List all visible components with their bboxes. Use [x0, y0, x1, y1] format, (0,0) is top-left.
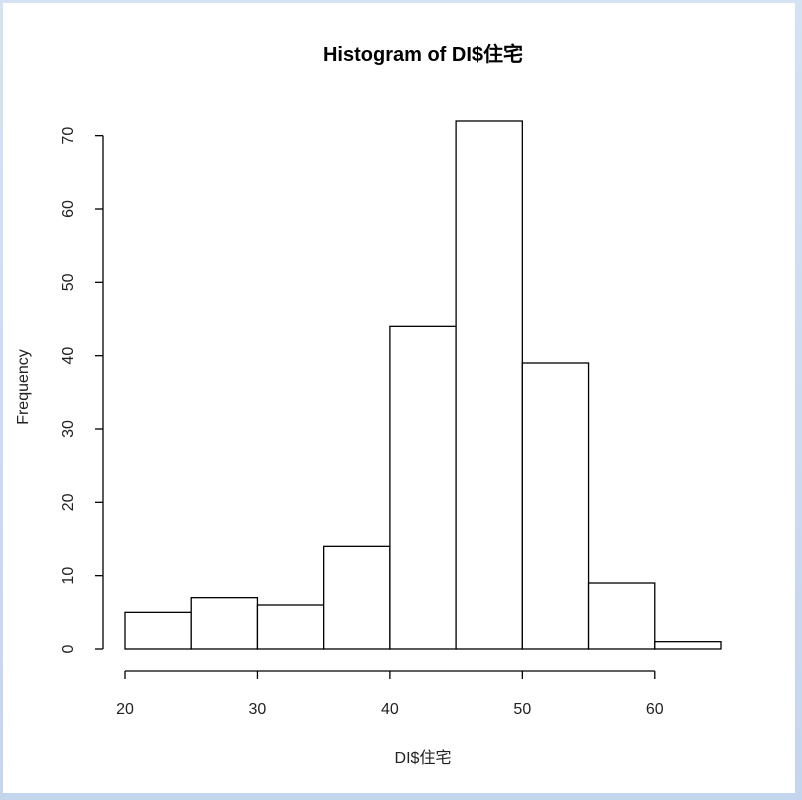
histogram-bar-20-25 — [124, 611, 192, 650]
histogram-bar-60-65 — [654, 641, 722, 650]
y-tick-label: 60 — [60, 200, 77, 218]
histogram-bar-30-35 — [256, 604, 325, 650]
histogram-bar-45-50 — [455, 120, 523, 650]
x-axis-title: DI$住宅 — [395, 749, 452, 767]
x-tick-label: 20 — [116, 701, 134, 718]
y-axis: 0 10 20 30 40 50 60 70 — [60, 127, 104, 653]
y-tick-label: 40 — [60, 347, 77, 365]
histogram-bar-25-30 — [190, 597, 259, 650]
y-tick-label: 50 — [60, 273, 77, 291]
y-tick-label: 10 — [60, 567, 77, 585]
histogram-bar-50-55 — [521, 362, 590, 650]
chart-title: Histogram of DI$住宅 — [323, 42, 523, 66]
histogram-bar-35-40 — [323, 545, 391, 650]
x-tick-label: 60 — [646, 701, 664, 718]
x-tick-label: 50 — [513, 701, 531, 718]
histogram-bar-55-60 — [587, 582, 656, 650]
x-tick-label: 40 — [381, 701, 399, 718]
y-tick-label: 20 — [60, 493, 77, 511]
y-tick-label: 30 — [60, 420, 77, 438]
x-tick-label: 30 — [249, 701, 267, 718]
y-axis-title: Frequency — [15, 349, 32, 425]
bars-group — [124, 120, 722, 650]
histogram-bar-40-45 — [389, 325, 457, 650]
histogram-chart: Histogram of DI$住宅 DI$住宅 Frequency 20 30 4… — [15, 42, 722, 767]
y-tick-label: 0 — [60, 644, 77, 653]
x-axis: 20 30 40 50 60 — [116, 670, 664, 718]
plot-panel: Histogram of DI$住宅 DI$住宅 Frequency 20 30 4… — [3, 3, 795, 793]
y-tick-label: 70 — [60, 127, 77, 145]
